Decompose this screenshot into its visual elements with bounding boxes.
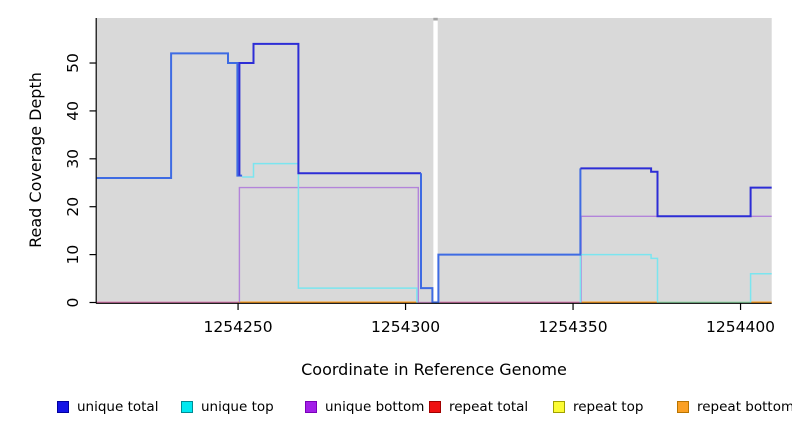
legend-label: repeat total [449,399,529,415]
series-unique-total-left-dark [238,42,421,176]
series-unique-top [579,253,659,303]
x-tick-label: 1254300 [371,318,440,336]
legend-label: repeat bottom [697,399,792,415]
legend-swatch-icon [677,401,689,413]
y-tick-label: 20 [64,197,82,217]
coverage-plot-svg: 0 10 20 30 40 50 1254250 1254300 1254350 1254400 [64,17,775,336]
legend-swatch-icon [429,401,441,413]
legend-item-repeat-total: repeat total [429,398,528,416]
coverage-gap-band [433,20,438,301]
legend-swatch-icon [553,401,565,413]
legend-item-unique-bottom: unique bottom [305,398,424,416]
series-unique-total-right [580,167,772,218]
series-unique-total-mid [420,168,582,304]
legend-label: unique bottom [325,399,425,415]
y-tick-label: 10 [64,245,82,265]
legend-swatch-icon [305,401,317,413]
legend-label: unique top [201,399,274,415]
legend-item-repeat-top: repeat top [553,398,643,416]
legend-label: unique total [77,399,159,415]
legend-swatch-icon [57,401,69,413]
legend-item-repeat-bottom: repeat bottom [677,398,792,416]
legend-label: repeat top [573,399,644,415]
legend-swatch-icon [181,401,193,413]
y-axis-title: Read Coverage Depth [26,72,45,248]
legend-item-unique-top: unique top [181,398,274,416]
x-axis-title: Coordinate in Reference Genome [301,360,567,379]
y-tick-label: 30 [64,149,82,169]
series-unique-total-left [96,52,243,179]
coverage-gap-cap [433,17,438,21]
y-tick-label: 50 [64,53,82,73]
series-unique-bottom [238,186,419,303]
x-tick-label: 1254350 [539,318,608,336]
x-tick-label: 1254400 [706,318,775,336]
y-tick-label: 40 [64,101,82,121]
legend: unique total unique top unique bottom repea… [57,398,792,418]
series-unique-top [749,273,772,303]
x-tick-label: 1254250 [204,318,273,336]
legend-item-unique-total: unique total [57,398,158,416]
y-tick-label: 0 [64,298,82,308]
